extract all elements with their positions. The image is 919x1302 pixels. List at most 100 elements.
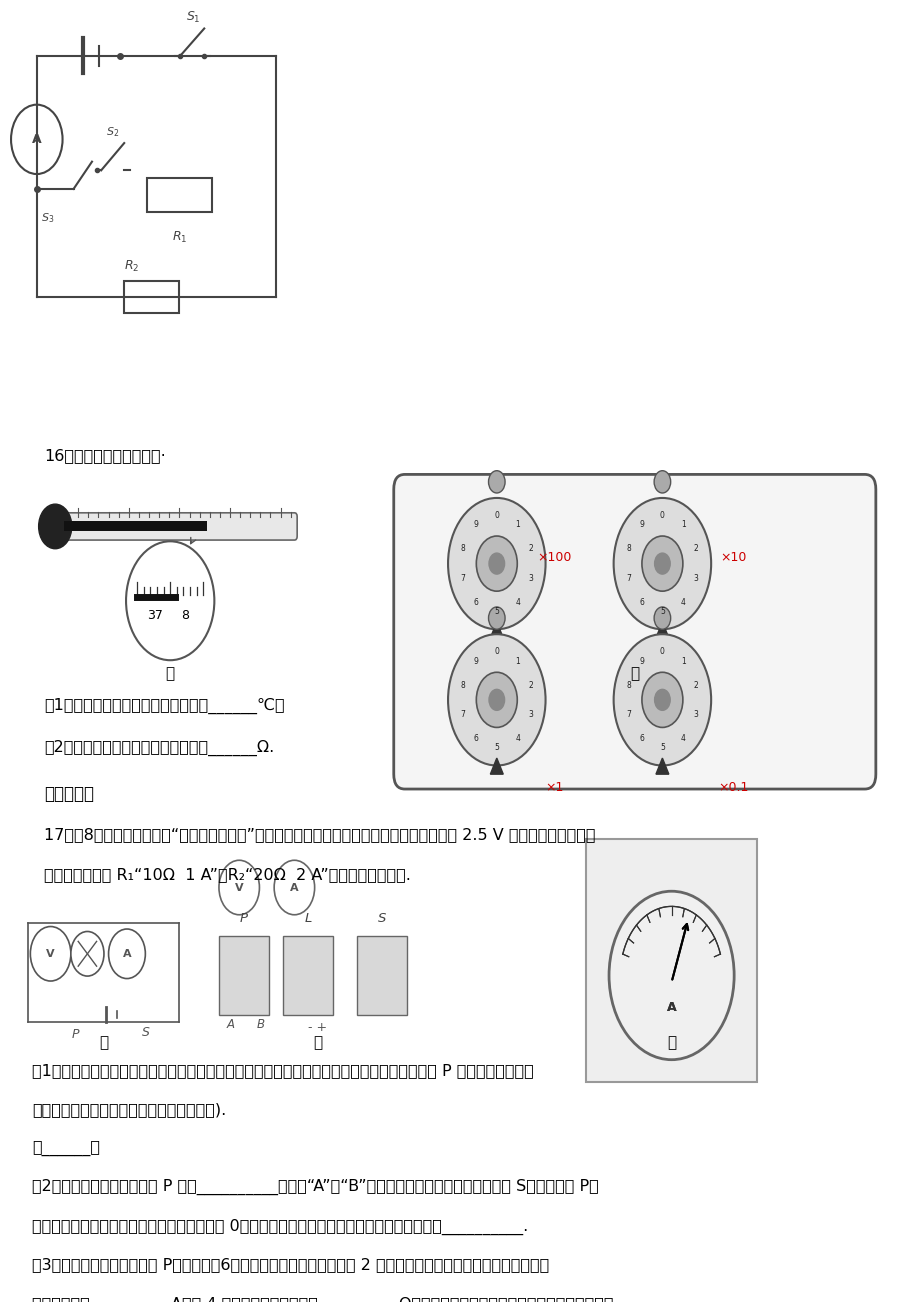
Circle shape [641,536,682,591]
Text: 乙: 乙 [312,1035,322,1051]
Circle shape [489,553,504,574]
Text: L: L [304,911,312,924]
Text: 37: 37 [147,609,164,622]
Text: （3）排除故障后，移动滑片 P，依次测得6组数据，如表一所示．其中第 2 次实验时电流表表盘如图丙所示，此时电: （3）排除故障后，移动滑片 P，依次测得6组数据，如表一所示．其中第 2 次实验… [32,1258,549,1272]
Text: $R_1$: $R_1$ [172,229,187,245]
Circle shape [608,892,733,1060]
Text: 3: 3 [528,574,532,583]
Text: 7: 7 [460,710,465,719]
Text: ×1: ×1 [545,781,563,794]
Text: 9: 9 [639,521,643,530]
Text: 5: 5 [659,607,664,616]
Circle shape [654,689,669,711]
Text: 2: 2 [693,544,698,553]
Circle shape [489,689,504,711]
Text: 6: 6 [473,734,478,743]
Circle shape [448,634,545,766]
Text: V: V [234,883,244,892]
Circle shape [219,861,259,915]
Text: 小张发现小灯泡始终不亮，电流表示数几乎为 0，电压表示数接近电源电压，则故障原因可能是__________.: 小张发现小灯泡始终不亮，电流表示数几乎为 0，电压表示数接近电源电压，则故障原因… [32,1219,528,1236]
FancyBboxPatch shape [585,840,756,1082]
Text: ×10: ×10 [720,551,745,564]
Text: 9: 9 [473,656,478,665]
Text: 丙: 丙 [666,1035,675,1051]
Circle shape [476,536,516,591]
Circle shape [39,504,72,548]
Text: P: P [72,1029,79,1042]
Text: 0: 0 [659,647,664,656]
Text: 5: 5 [659,743,664,753]
Text: 3: 3 [693,710,698,719]
Circle shape [653,471,670,493]
Text: 17．（8分）小张同学在做“测量小灯泡电阵”的实验中，所用器材如下：两节新干电池，标有 2.5 V 相同规格灯泡若干，: 17．（8分）小张同学在做“测量小灯泡电阵”的实验中，所用器材如下：两节新干电池… [44,828,595,842]
Text: 6: 6 [639,734,643,743]
Text: 1: 1 [680,656,685,665]
Text: （2）闭合开关前，应将滑片 P 置于__________（选填“A”或“B”）端．正确连接电路后，闭合开关 S，移动滑片 P，: （2）闭合开关前，应将滑片 P 置于__________（选填“A”或“B”）端… [32,1180,598,1195]
Text: （______）: （______） [32,1141,100,1156]
Text: S: S [377,911,386,924]
Text: 0: 0 [494,647,499,656]
Text: V: V [46,949,55,958]
Circle shape [654,553,669,574]
FancyBboxPatch shape [147,178,211,212]
Text: 3: 3 [693,574,698,583]
Circle shape [126,542,214,660]
Text: 6: 6 [639,598,643,607]
FancyBboxPatch shape [357,936,406,1016]
Circle shape [71,931,104,976]
Text: 0: 0 [494,512,499,521]
Circle shape [608,892,733,1060]
Circle shape [448,497,545,629]
Text: 7: 7 [626,574,630,583]
Text: 路中的电流为__________A；第 4 次实验时灯泡电阵値为__________Ω．由表一中数据可知，小张选用的滑动变阵器应: 路中的电流为__________A；第 4 次实验时灯泡电阵値为________… [32,1297,613,1302]
Polygon shape [655,622,668,638]
FancyBboxPatch shape [60,513,297,540]
Text: 2: 2 [693,681,698,690]
Text: 1: 1 [515,521,519,530]
Circle shape [613,634,710,766]
FancyBboxPatch shape [64,522,207,531]
Text: $R_2$: $R_2$ [124,259,140,273]
Text: 8: 8 [626,681,630,690]
Text: P: P [240,911,247,924]
Text: B: B [256,1018,264,1031]
Text: 8: 8 [181,609,188,622]
Text: A: A [666,1001,675,1014]
Text: $S_3$: $S_3$ [41,211,54,225]
Circle shape [476,672,516,728]
Text: 3: 3 [528,710,532,719]
Text: 16．请按照下列要求作答·: 16．请按照下列要求作答· [44,448,165,464]
Text: $S_2$: $S_2$ [106,125,119,139]
Text: 8: 8 [626,544,630,553]
Text: 8: 8 [460,681,465,690]
Text: S: S [142,1026,149,1039]
Circle shape [108,930,145,979]
Text: A: A [32,133,41,146]
Text: A: A [227,1018,234,1031]
Polygon shape [490,622,503,638]
Text: 亮，电压表选择合适的量程，且导线不交叉).: 亮，电压表选择合适的量程，且导线不交叉). [32,1103,226,1117]
Text: （1）请你根据图甲，用笔划线代替导线，将图乙中的电路图连接完整（要求：滑动变阵器滑片 P 向右移动时灯泡变: （1）请你根据图甲，用笔划线代替导线，将图乙中的电路图连接完整（要求：滑动变阵器… [32,1062,533,1078]
Text: 甲: 甲 [99,1035,108,1051]
Text: ×0.1: ×0.1 [717,781,748,794]
Text: 4: 4 [680,734,685,743]
Text: 6: 6 [473,598,478,607]
Text: 8: 8 [460,544,465,553]
Polygon shape [655,758,668,775]
Text: 甲: 甲 [165,667,175,681]
FancyBboxPatch shape [283,936,333,1016]
Text: 7: 7 [460,574,465,583]
Circle shape [274,861,314,915]
Text: 1: 1 [515,656,519,665]
Text: $S_1$: $S_1$ [186,9,200,25]
Text: A: A [122,949,131,958]
Circle shape [653,607,670,629]
Circle shape [488,471,505,493]
Circle shape [11,104,62,174]
Polygon shape [490,758,503,775]
Text: - +: - + [308,1021,326,1034]
Text: 7: 7 [626,710,630,719]
Text: 0: 0 [659,512,664,521]
Text: 2: 2 [528,544,532,553]
Text: 三、实验题: 三、实验题 [44,785,94,803]
